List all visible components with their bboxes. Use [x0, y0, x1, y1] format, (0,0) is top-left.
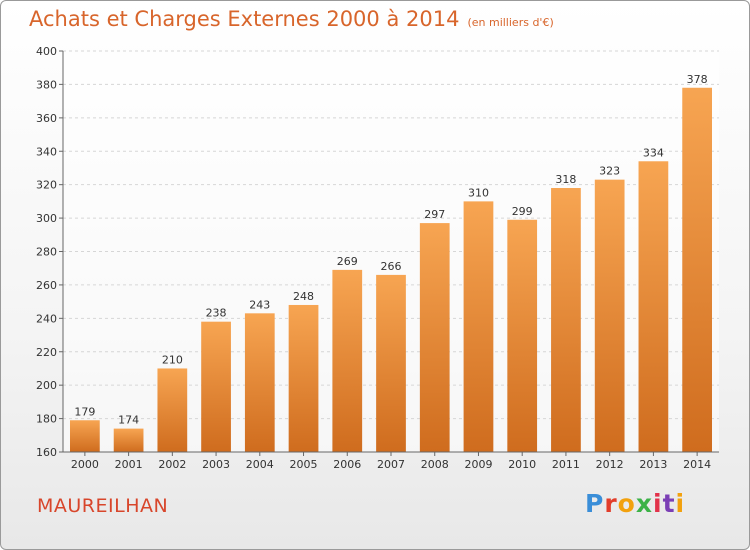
y-tick-label: 160	[36, 446, 57, 459]
logo-letter: x	[635, 489, 653, 518]
x-tick-label: 2001	[115, 458, 143, 471]
data-label: 243	[249, 298, 270, 311]
title-text: Achats et Charges Externes 2000 à 2014	[29, 7, 460, 31]
x-tick-label: 2002	[158, 458, 186, 471]
bar	[69, 420, 100, 452]
data-label: 179	[74, 405, 95, 418]
bar	[201, 321, 231, 452]
x-tick-label: 2009	[464, 458, 492, 471]
logo-letter: o	[617, 489, 636, 518]
x-tick-label: 2003	[202, 458, 230, 471]
bar	[638, 161, 669, 452]
bar	[507, 219, 538, 452]
x-tick-label: 2000	[71, 458, 99, 471]
data-label: 334	[643, 146, 664, 159]
y-tick-label: 240	[36, 312, 57, 325]
x-tick-label: 2008	[421, 458, 449, 471]
bar	[332, 269, 363, 452]
y-tick-label: 360	[36, 112, 57, 125]
y-tick-label: 380	[36, 78, 57, 91]
chart-title: Achats et Charges Externes 2000 à 2014 (e…	[29, 7, 554, 31]
y-tick-label: 300	[36, 212, 57, 225]
y-tick-label: 280	[36, 246, 57, 259]
bar	[113, 428, 144, 452]
y-tick-label: 400	[36, 45, 57, 58]
y-tick-label: 340	[36, 145, 57, 158]
x-tick-label: 2007	[377, 458, 405, 471]
bar	[419, 223, 450, 452]
y-tick-label: 260	[36, 279, 57, 292]
data-label: 174	[118, 414, 139, 427]
logo-letter: r	[604, 489, 618, 518]
title-unit: (en milliers d'€)	[467, 16, 554, 29]
x-tick-label: 2013	[639, 458, 667, 471]
bar	[288, 304, 319, 452]
bar	[376, 274, 406, 452]
y-tick-label: 200	[36, 379, 57, 392]
data-label: 248	[293, 290, 314, 303]
logo-letter: P	[585, 489, 605, 518]
data-label: 269	[337, 255, 358, 268]
data-label: 266	[381, 260, 402, 273]
bar	[551, 188, 581, 452]
logo-letter: i	[675, 489, 686, 518]
data-label: 210	[162, 353, 183, 366]
x-tick-label: 2014	[683, 458, 711, 471]
data-label: 297	[424, 208, 445, 221]
data-label: 299	[512, 205, 533, 218]
logo-letter: t	[662, 489, 676, 518]
y-tick-label: 220	[36, 346, 57, 359]
bar	[682, 87, 713, 452]
x-tick-label: 2005	[290, 458, 318, 471]
bar	[157, 368, 188, 452]
town-name: MAUREILHAN	[37, 495, 169, 517]
data-label: 378	[687, 73, 708, 86]
y-tick-label: 180	[36, 413, 57, 426]
data-label: 310	[468, 186, 489, 199]
bar	[594, 179, 625, 452]
bar	[463, 201, 494, 452]
data-label: 238	[206, 307, 227, 320]
x-tick-label: 2011	[552, 458, 580, 471]
data-label: 323	[599, 165, 620, 178]
y-tick-label: 320	[36, 179, 57, 192]
proxiti-logo: Proxiti	[585, 489, 685, 518]
bar	[244, 313, 275, 452]
x-tick-label: 2012	[596, 458, 624, 471]
x-tick-label: 2010	[508, 458, 536, 471]
x-tick-label: 2006	[333, 458, 361, 471]
data-label: 318	[555, 173, 576, 186]
x-tick-label: 2004	[246, 458, 274, 471]
logo-letter: i	[653, 489, 663, 518]
